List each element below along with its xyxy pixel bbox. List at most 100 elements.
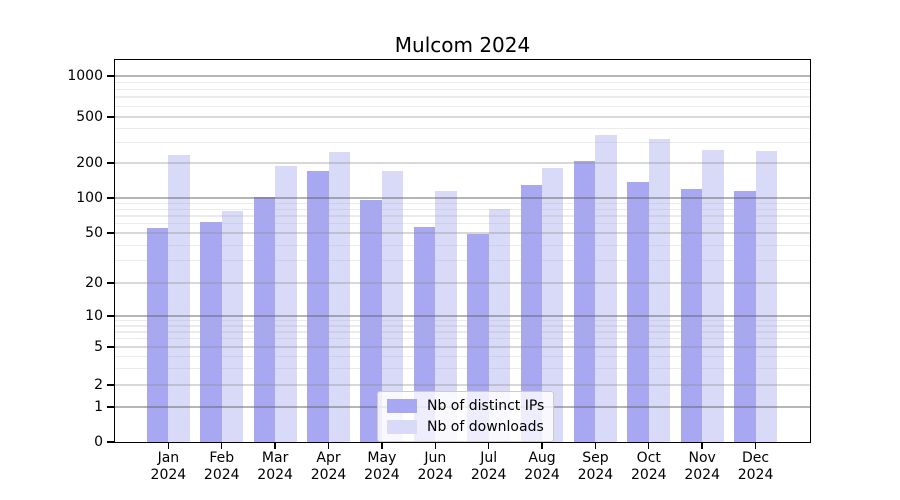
bar-nb-of-downloads-feb-2024 [221,211,244,442]
x-tick-label-line: May [367,450,397,466]
gridline-1000 [115,75,810,77]
x-tick-label-jul-2024: Jul 2024 [449,450,529,484]
x-tick-aug-2024 [541,442,543,449]
x-tick-label-line: Jul [480,450,498,466]
bar-nb-of-downloads-aug-2024 [542,168,564,442]
minor-gridline-800 [115,88,810,90]
minor-gridline-7 [115,331,810,333]
minor-gridline-300 [115,142,810,144]
bar-nb-of-downloads-may-2024 [381,170,404,442]
legend-label-downloads: Nb of downloads [427,419,544,435]
gridline-100 [115,197,810,199]
x-tick-label-line: 2024 [203,467,240,483]
x-tick-label-line: 2024 [310,467,347,483]
y-tick-100 [107,197,114,199]
y-tick-50 [107,232,114,234]
y-tick-label-5: 5 [94,338,103,355]
minor-gridline-8 [115,325,810,327]
y-tick-2 [107,384,114,386]
bar-nb-of-distinct-ips-jun-2024 [413,227,436,442]
y-tick-200 [107,162,114,164]
bar-nb-of-downloads-dec-2024 [755,150,777,442]
y-tick-label-50: 50 [85,224,103,241]
y-tick-label-2: 2 [94,376,103,393]
bar-nb-of-distinct-ips-jul-2024 [467,234,489,442]
x-tick-label-line: Oct [636,450,661,466]
minor-gridline-70 [115,215,810,217]
x-tick-label-line: Mar [261,450,289,466]
x-tick-label-line: 2024 [417,467,454,483]
bar-nb-of-distinct-ips-dec-2024 [734,190,756,442]
x-tick-label-line: 2024 [684,467,720,483]
x-tick-label-line: 2024 [470,467,507,483]
bar-nb-of-downloads-jun-2024 [435,190,457,442]
bar-nb-of-downloads-sep-2024 [595,134,617,442]
bar-nb-of-distinct-ips-sep-2024 [574,160,596,442]
chart-title: Mulcom 2024 [394,33,531,57]
legend: Nb of distinct IPs Nb of downloads [377,391,555,442]
y-tick-label-200: 200 [76,154,103,171]
bar-nb-of-distinct-ips-apr-2024 [307,170,329,442]
bar-nb-of-downloads-nov-2024 [702,149,724,442]
gridline-500 [115,116,810,118]
gridline-200 [115,162,810,164]
legend-swatch-downloads [387,420,417,434]
x-tick-label-line: Jan [157,450,180,466]
x-tick-jan-2024 [167,442,170,449]
gridline-2 [115,384,810,386]
minor-gridline-900 [115,81,810,83]
legend-label-distinct-ips: Nb of distinct IPs [427,398,545,414]
x-tick-label-line: Dec [742,450,770,466]
x-tick-label-line: Apr [316,450,341,466]
x-tick-apr-2024 [327,442,330,449]
bar-nb-of-distinct-ips-nov-2024 [680,189,703,442]
x-tick-label-apr-2024: Apr 2024 [289,450,369,484]
bar-nb-of-downloads-mar-2024 [275,165,297,442]
x-tick-label-line: Nov [688,450,716,466]
y-tick-10 [107,315,114,317]
minor-gridline-700 [115,96,810,98]
y-tick-1000 [107,75,114,77]
y-tick-label-10: 10 [85,307,103,324]
x-tick-label-line: Feb [209,450,235,466]
minor-gridline-600 [115,105,810,107]
y-tick-0 [107,441,114,443]
y-tick-20 [107,282,114,284]
bar-nb-of-downloads-oct-2024 [648,139,671,442]
x-tick-label-line: 2024 [737,467,774,483]
gridline-20 [115,282,810,284]
y-tick-500 [107,116,114,118]
y-tick-label-0: 0 [94,433,103,450]
minor-gridline-400 [115,127,810,129]
x-tick-label-sep-2024: Sep 2024 [555,450,635,484]
x-tick-label-feb-2024: Feb 2024 [182,450,262,484]
x-tick-label-oct-2024: Oct 2024 [609,450,689,484]
gridlines-layer [115,60,810,442]
x-tick-label-line: 2024 [257,467,293,483]
x-tick-label-line: 2024 [524,467,560,483]
x-tick-label-line: Aug [528,450,556,466]
bar-nb-of-distinct-ips-aug-2024 [520,184,543,442]
bar-nb-of-downloads-apr-2024 [328,152,350,442]
y-tick-label-1: 1 [94,398,103,415]
bar-nb-of-distinct-ips-feb-2024 [200,222,222,442]
x-tick-label-nov-2024: Nov 2024 [662,450,742,484]
plot-area: Nb of distinct IPs Nb of downloads [114,59,811,443]
x-tick-oct-2024 [648,442,650,449]
minor-gridline-90 [115,202,810,204]
minor-gridline-9 [115,320,810,322]
x-tick-jun-2024 [434,442,436,449]
minor-gridline-40 [115,244,810,246]
x-tick-label-line: Jun [424,450,447,466]
x-tick-jul-2024 [487,442,490,449]
bar-nb-of-downloads-jul-2024 [488,209,511,442]
x-tick-label-aug-2024: Aug 2024 [502,450,582,484]
x-tick-label-jan-2024: Jan 2024 [128,450,208,484]
minor-gridline-80 [115,208,810,210]
x-tick-label-may-2024: May 2024 [342,450,422,484]
x-tick-feb-2024 [221,442,223,449]
y-tick-label-500: 500 [76,108,103,125]
bar-nb-of-distinct-ips-may-2024 [360,199,382,442]
gridline-5 [115,346,810,348]
